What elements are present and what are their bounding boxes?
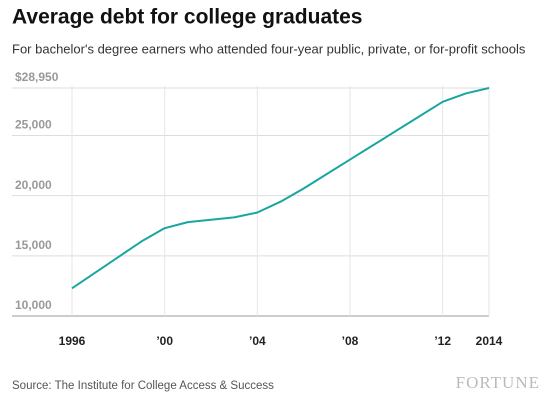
- data-line: [71, 87, 490, 290]
- source: Source: The Institute for College Access…: [12, 380, 274, 392]
- x-tick-label: ’08: [342, 334, 359, 348]
- x-tick-label: ’12: [434, 334, 451, 348]
- y-tick-label: $28,950: [15, 70, 59, 84]
- chart-subtitle: For bachelor's degree earners who attend…: [12, 41, 526, 56]
- x-tick-label: ’00: [156, 334, 173, 348]
- y-tick-label: 25,000: [15, 118, 52, 132]
- chart-title: Average debt for college graduates: [12, 6, 363, 29]
- y-tick-label: 15,000: [15, 238, 52, 252]
- x-tick-label: 1996: [59, 334, 86, 348]
- y-tick-label: 10,000: [15, 298, 52, 312]
- logo: FORTUNE: [456, 373, 540, 392]
- x-tick-label: ’04: [249, 334, 266, 348]
- y-tick-label: 20,000: [15, 178, 52, 192]
- x-tick-label: 2014: [476, 334, 503, 348]
